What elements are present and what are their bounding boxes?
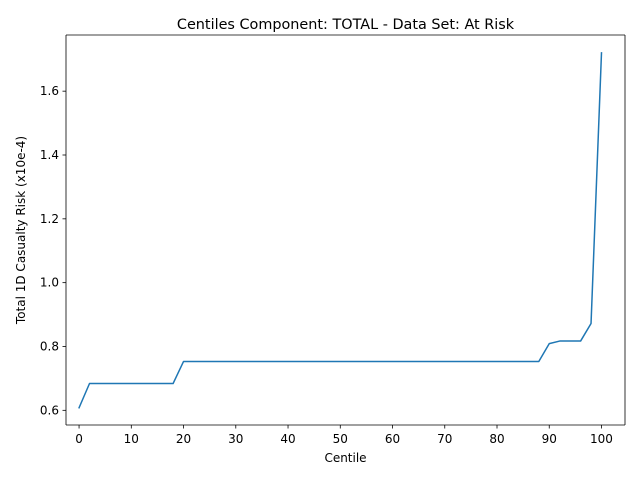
y-tick-label: 1.2 (40, 212, 59, 226)
x-tick-label: 10 (124, 432, 139, 446)
y-tick-label: 1.6 (40, 84, 59, 98)
chart-title: Centiles Component: TOTAL - Data Set: At… (177, 17, 515, 33)
series-line-0 (78, 52, 603, 409)
y-tick-label: 0.6 (40, 403, 59, 417)
y-tick-label: 0.8 (40, 339, 59, 353)
x-tick-label: 100 (590, 432, 613, 446)
x-tick-label: 20 (176, 432, 191, 446)
x-tick-label: 70 (437, 432, 452, 446)
y-tick-label: 1.4 (40, 148, 59, 162)
x-tick-label: 60 (385, 432, 400, 446)
x-tick-label: 50 (333, 432, 348, 446)
x-tick-label: 40 (280, 432, 295, 446)
x-tick-label: 0 (75, 432, 83, 446)
x-tick-label: 90 (542, 432, 557, 446)
y-tick-label: 1.0 (40, 276, 59, 290)
y-axis-title: Total 1D Casualty Risk (x10e-4) (14, 136, 28, 325)
series-layer (78, 52, 603, 409)
x-axis-title: Centile (324, 451, 366, 465)
x-tick-label: 30 (228, 432, 243, 446)
x-tick-label: 80 (489, 432, 504, 446)
plot-area (66, 35, 625, 425)
axes-layer: 0 10 20 30 40 50 60 70 80 90 100 0.6 0.8 1.0 1.2 1.4 1.6 (40, 34, 626, 446)
